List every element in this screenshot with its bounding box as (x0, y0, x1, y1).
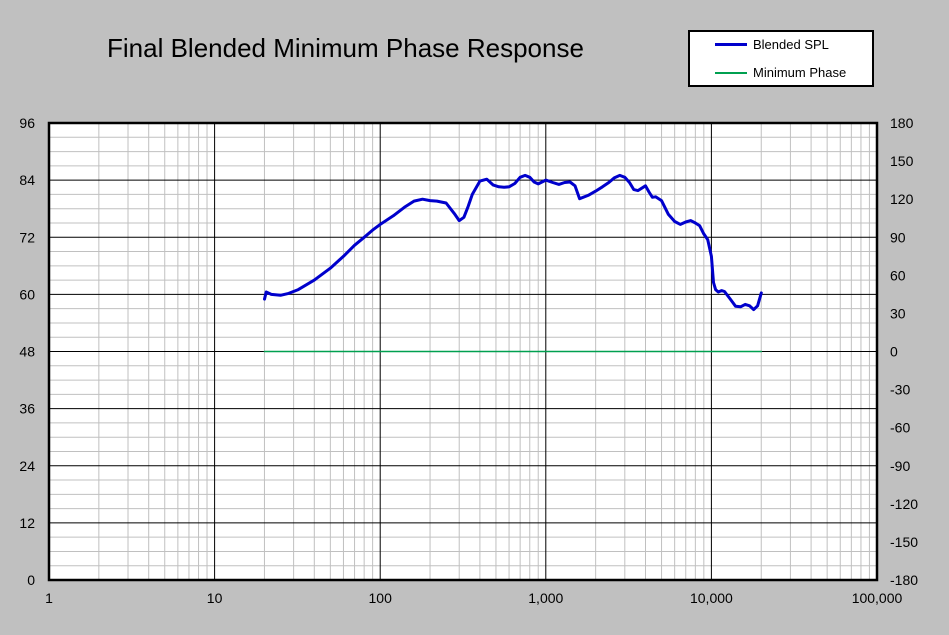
x-tick-label: 10 (207, 590, 223, 606)
y-right-tick-label: -120 (890, 496, 918, 512)
y-right-tick-label: -60 (890, 420, 910, 436)
series-line-blended-spl (263, 173, 763, 312)
y-left-tick-label: 60 (19, 286, 35, 302)
legend: Blended SPL Minimum Phase (688, 30, 874, 87)
plot-border (47, 121, 879, 582)
legend-item-blended-spl: Blended SPL (690, 37, 872, 53)
y-right-tick-label: -180 (890, 572, 918, 588)
legend-label-minimum-phase: Minimum Phase (753, 65, 847, 80)
y-right-tick-label: -150 (890, 534, 918, 550)
y-right-tick-label: 0 (890, 344, 898, 360)
y-right-tick-label: 90 (890, 229, 906, 245)
legend-swatch-blended-spl (715, 43, 747, 46)
chart-title: Final Blended Minimum Phase Response (107, 33, 584, 63)
y-right-tick-label: 30 (890, 305, 906, 321)
legend-label-blended-spl: Blended SPL (753, 37, 829, 52)
y-left-tick-label: 72 (19, 229, 35, 245)
legend-item-minimum-phase: Minimum Phase (690, 65, 872, 81)
y-left-tick-label: 36 (19, 401, 35, 417)
legend-swatch-minimum-phase (715, 72, 747, 74)
y-left-tick-label: 24 (19, 458, 35, 474)
x-tick-label: 1 (45, 590, 53, 606)
y-left-tick-label: 96 (19, 115, 35, 131)
y-right-tick-label: -90 (890, 458, 910, 474)
x-tick-label: 100,000 (852, 590, 903, 606)
y-left-tick-label: 0 (27, 572, 35, 588)
y-axis-left: 0 12 24 36 48 60 72 84 96 (19, 115, 35, 588)
series-layer (263, 173, 763, 353)
x-tick-label: 10,000 (690, 590, 733, 606)
y-axis-right: -180 -150 -120 -90 -60 -30 0 30 60 90 120 150 180 (890, 115, 918, 588)
plot-frame (47, 121, 879, 582)
y-left-tick-label: 48 (19, 344, 35, 360)
y-right-tick-label: 180 (890, 115, 914, 131)
x-axis: 1 10 100 1,000 10,000 100,000 (45, 590, 902, 606)
y-left-tick-label: 84 (19, 172, 35, 188)
x-tick-label: 100 (369, 590, 393, 606)
y-right-tick-label: 150 (890, 153, 914, 169)
y-right-tick-label: -30 (890, 382, 910, 398)
y-left-tick-label: 12 (19, 515, 35, 531)
x-tick-label: 1,000 (528, 590, 563, 606)
y-right-tick-label: 120 (890, 191, 914, 207)
y-right-tick-label: 60 (890, 267, 906, 283)
